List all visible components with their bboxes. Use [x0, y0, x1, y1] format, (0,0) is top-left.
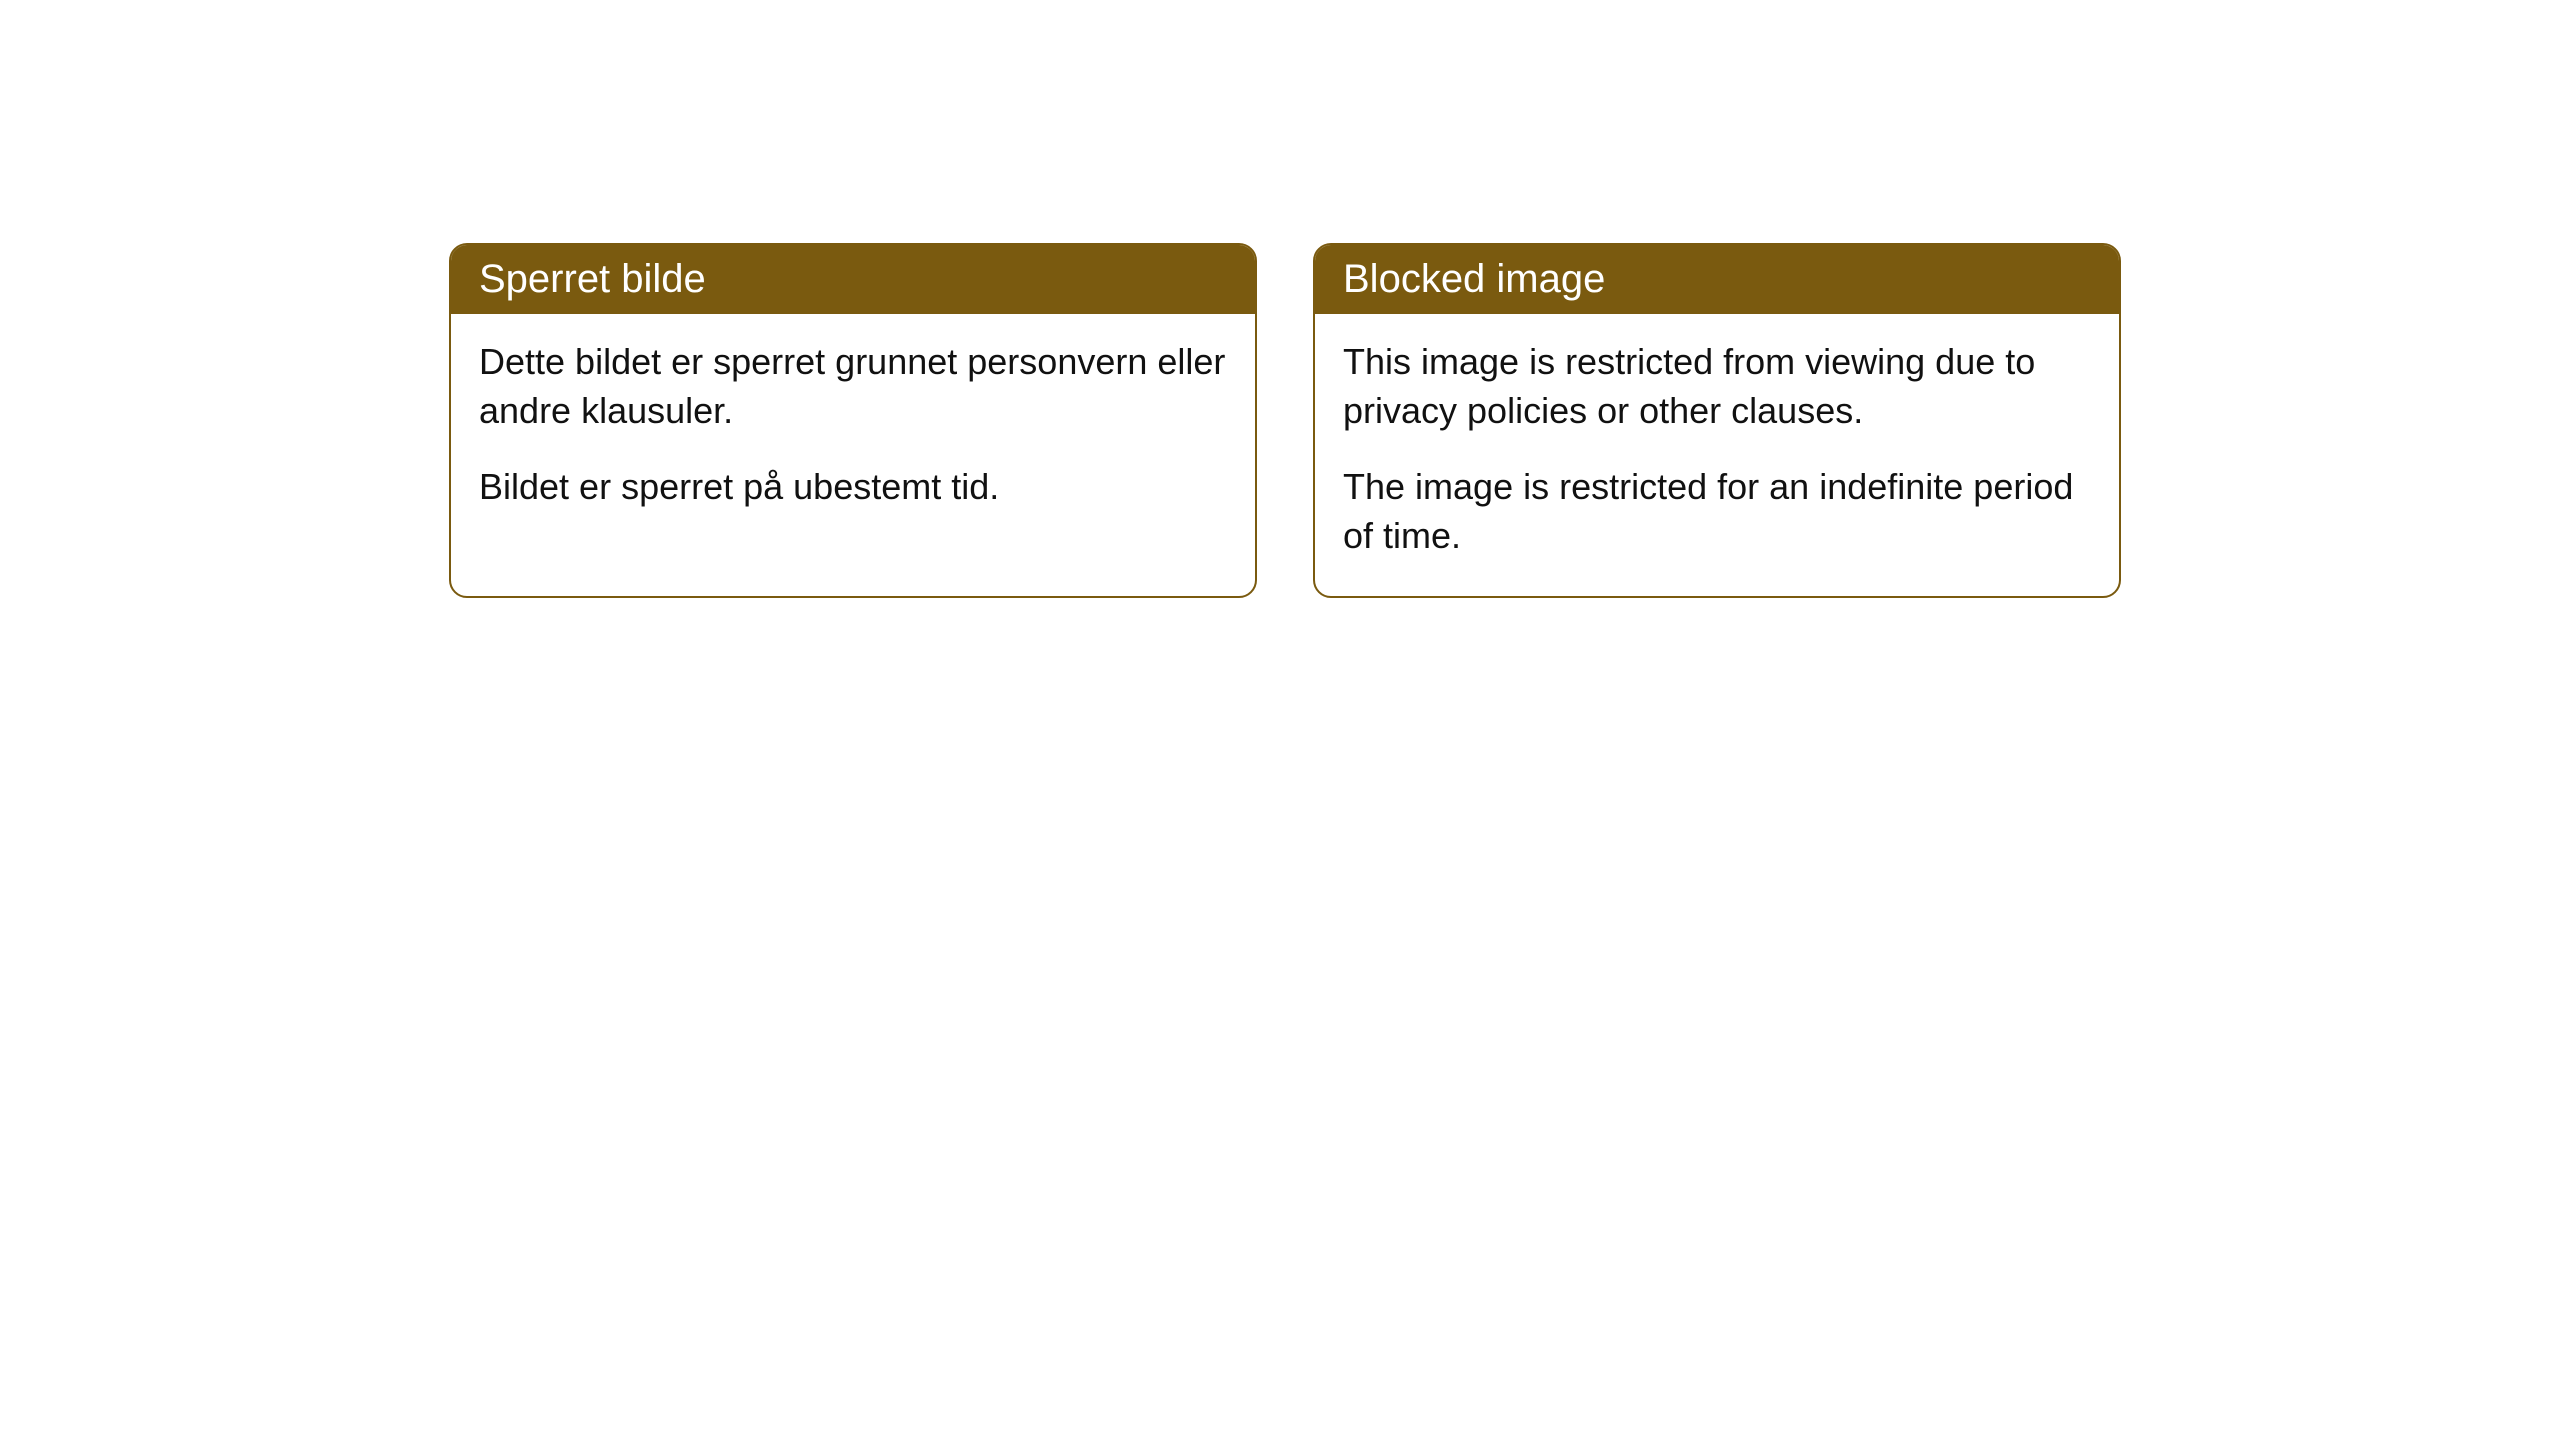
card-body-en: This image is restricted from viewing du… — [1315, 314, 2119, 596]
card-body-no: Dette bildet er sperret grunnet personve… — [451, 314, 1255, 548]
card-para2-en: The image is restricted for an indefinit… — [1343, 463, 2091, 560]
blocked-image-card-no: Sperret bilde Dette bildet er sperret gr… — [449, 243, 1257, 598]
card-para1-en: This image is restricted from viewing du… — [1343, 338, 2091, 435]
blocked-image-card-en: Blocked image This image is restricted f… — [1313, 243, 2121, 598]
card-title-no: Sperret bilde — [451, 245, 1255, 314]
notice-container: Sperret bilde Dette bildet er sperret gr… — [0, 0, 2560, 598]
card-title-en: Blocked image — [1315, 245, 2119, 314]
card-para2-no: Bildet er sperret på ubestemt tid. — [479, 463, 1227, 512]
card-para1-no: Dette bildet er sperret grunnet personve… — [479, 338, 1227, 435]
